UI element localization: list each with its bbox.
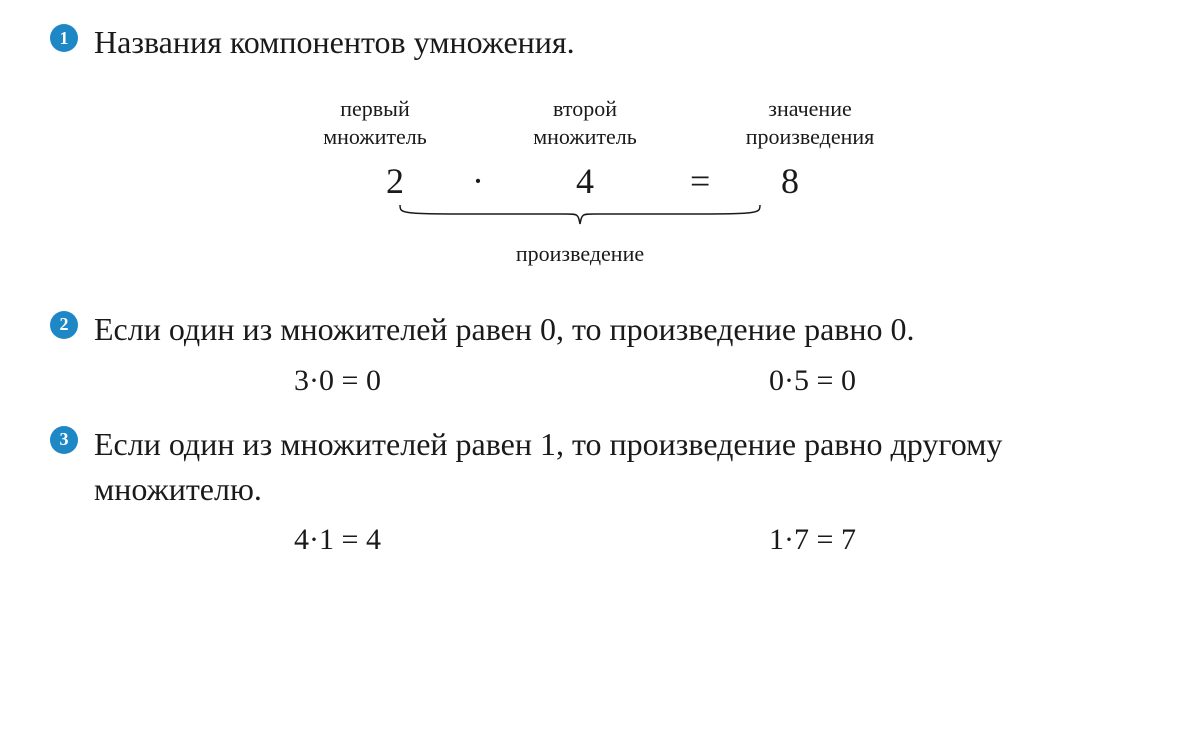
item-3-ex1: 4·1 = 4 — [294, 523, 381, 557]
badge-1: 1 — [50, 24, 78, 52]
label-product-value: значение произведения — [700, 95, 920, 152]
result-cell: = 8 — [680, 160, 900, 202]
label3-line1: значение — [700, 95, 920, 124]
operand2: 4 — [576, 161, 594, 201]
brace-svg — [390, 202, 770, 232]
item-1: 1 Названия компонентов умножения. — [50, 20, 1150, 65]
operand1: 2 — [300, 160, 490, 202]
item-2: 2 Если один из множителей равен 0, то пр… — [50, 307, 1150, 352]
item-2-examples: 3·0 = 0 0·5 = 0 — [50, 364, 1150, 398]
label-first-factor: первый множитель — [280, 95, 470, 152]
item-3-section: 3 Если один из множителей равен 1, то пр… — [50, 422, 1150, 558]
label1-line2: множитель — [280, 123, 470, 152]
operator-dot: · — [472, 160, 484, 202]
brace-container: произведение — [390, 202, 770, 267]
label1-line1: первый — [280, 95, 470, 124]
item-3-text: Если один из множителей равен 1, то прои… — [94, 422, 1150, 512]
equation-row: 2 · 4 = 8 — [250, 160, 950, 202]
label2-line2: множитель — [490, 123, 680, 152]
badge-2: 2 — [50, 311, 78, 339]
item-3: 3 Если один из множителей равен 1, то пр… — [50, 422, 1150, 512]
item-2-ex2: 0·5 = 0 — [769, 364, 856, 398]
multiplication-diagram: первый множитель второй множитель значен… — [250, 95, 950, 267]
item-3-ex2: 1·7 = 7 — [769, 523, 856, 557]
item-2-text: Если один из множителей равен 0, то прои… — [94, 307, 1150, 352]
label-second-factor: второй множитель — [490, 95, 680, 152]
labels-row: первый множитель второй множитель значен… — [250, 95, 950, 152]
label3-line2: произведения — [700, 123, 920, 152]
equals-sign: = — [690, 160, 710, 202]
item-2-section: 2 Если один из множителей равен 0, то пр… — [50, 307, 1150, 398]
operand2-cell: · 4 — [490, 160, 680, 202]
item-1-text: Названия компонентов умножения. — [94, 20, 1150, 65]
result: 8 — [781, 161, 799, 201]
item-3-examples: 4·1 = 4 1·7 = 7 — [50, 523, 1150, 557]
item-2-ex1: 3·0 = 0 — [294, 364, 381, 398]
brace-label: произведение — [390, 241, 770, 267]
badge-3: 3 — [50, 426, 78, 454]
label2-line1: второй — [490, 95, 680, 124]
